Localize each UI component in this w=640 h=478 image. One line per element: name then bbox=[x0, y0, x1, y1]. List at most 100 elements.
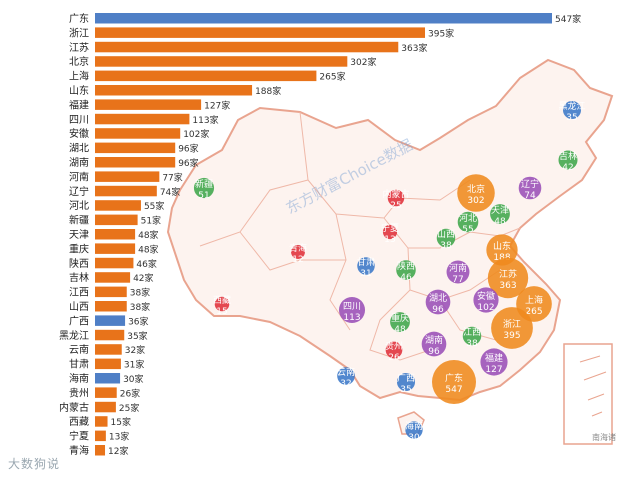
data-label: 15家 bbox=[111, 416, 131, 428]
bubble-value: 46 bbox=[400, 273, 412, 283]
bar-3 bbox=[95, 56, 348, 67]
data-label: 31家 bbox=[124, 359, 144, 371]
bar-27 bbox=[95, 401, 116, 413]
bubble-value: 102 bbox=[477, 303, 494, 313]
bubble-province: 安徽 bbox=[477, 290, 495, 302]
bubble-value: 113 bbox=[343, 313, 360, 323]
bubble-17 bbox=[432, 360, 476, 404]
bubble-province: 广东 bbox=[445, 372, 463, 384]
bar-25 bbox=[95, 373, 121, 384]
bar-26 bbox=[95, 387, 117, 398]
bar-1 bbox=[95, 27, 426, 38]
data-label: 25家 bbox=[119, 402, 139, 414]
bar-30 bbox=[95, 445, 106, 456]
bubble-value: 25 bbox=[390, 201, 401, 211]
bubble-value: 13 bbox=[384, 235, 395, 245]
data-label: 32家 bbox=[125, 344, 145, 356]
bubble-province: 河南 bbox=[449, 262, 467, 274]
category-label: 江西 bbox=[69, 287, 89, 299]
bubble-6 bbox=[436, 228, 456, 248]
bubble-province: 天津 bbox=[491, 205, 509, 216]
category-label: 海南 bbox=[69, 372, 89, 385]
data-label: 96家 bbox=[178, 157, 198, 169]
bubble-26 bbox=[382, 224, 398, 240]
data-label: 30家 bbox=[123, 373, 143, 385]
data-label: 127家 bbox=[204, 99, 230, 111]
data-label: 13家 bbox=[109, 431, 129, 443]
category-label: 天津 bbox=[69, 229, 89, 241]
bar-10 bbox=[95, 157, 176, 168]
category-label: 北京 bbox=[69, 55, 89, 68]
category-label: 贵州 bbox=[69, 386, 89, 399]
bubble-province: 贵州 bbox=[385, 340, 403, 352]
inset-label: 南海诸 bbox=[592, 433, 616, 442]
category-label: 江苏 bbox=[69, 41, 89, 54]
data-label: 547家 bbox=[555, 13, 581, 25]
bubble-29 bbox=[193, 177, 215, 199]
bar-9 bbox=[95, 142, 176, 154]
category-label: 宁夏 bbox=[69, 430, 89, 443]
category-label: 重庆 bbox=[69, 242, 89, 255]
bubble-0 bbox=[562, 100, 582, 120]
bubble-province: 重庆 bbox=[391, 312, 409, 324]
bubble-value: 30 bbox=[408, 433, 420, 443]
bar-21 bbox=[95, 315, 126, 326]
bubble-20 bbox=[337, 367, 355, 385]
category-label: 广西 bbox=[69, 315, 89, 327]
bubble-province: 云南 bbox=[337, 366, 355, 378]
bubble-value: 42 bbox=[562, 163, 573, 173]
bubble-value: 127 bbox=[485, 365, 502, 375]
bubble-27 bbox=[291, 245, 305, 259]
data-label: 26家 bbox=[120, 387, 140, 399]
bubble-province: 内蒙古 bbox=[382, 188, 409, 200]
bubble-province: 陕西 bbox=[397, 260, 415, 272]
bubble-18 bbox=[396, 372, 416, 392]
bubble-value: 74 bbox=[524, 191, 536, 201]
category-label: 广东 bbox=[69, 12, 89, 25]
category-label: 吉林 bbox=[69, 271, 89, 284]
south-sea-inset bbox=[563, 343, 613, 445]
bubble-9 bbox=[487, 257, 529, 299]
bubble-province: 辽宁 bbox=[521, 178, 539, 190]
category-label: 四川 bbox=[69, 115, 89, 126]
bubble-province: 黑龙江 bbox=[558, 100, 585, 112]
bar-17 bbox=[95, 257, 134, 269]
bubble-value: 15 bbox=[216, 307, 227, 317]
bubble-value: 547 bbox=[445, 385, 462, 395]
category-label: 湖北 bbox=[69, 143, 89, 155]
category-label: 湖南 bbox=[69, 156, 89, 169]
bar-7 bbox=[95, 113, 190, 125]
category-label: 河北 bbox=[69, 200, 89, 212]
bubble-province: 青海 bbox=[289, 242, 307, 254]
bubble-value: 96 bbox=[428, 347, 440, 357]
data-label: 42家 bbox=[133, 272, 153, 284]
bubble-2 bbox=[518, 176, 542, 200]
bubble-province: 西藏 bbox=[213, 294, 231, 306]
bubble-province: 吉林 bbox=[559, 150, 577, 162]
bubble-value: 35 bbox=[400, 385, 411, 395]
data-label: 113家 bbox=[192, 114, 218, 126]
data-label: 77家 bbox=[162, 171, 182, 183]
data-label: 96家 bbox=[178, 143, 198, 155]
data-label: 48家 bbox=[138, 243, 158, 255]
bubble-value: 12 bbox=[292, 255, 303, 265]
data-label: 102家 bbox=[183, 128, 209, 140]
data-label: 46家 bbox=[136, 258, 156, 270]
bar-15 bbox=[95, 229, 136, 240]
bubble-value: 48 bbox=[494, 217, 506, 227]
bubble-value: 51 bbox=[198, 191, 209, 201]
bubble-12 bbox=[425, 289, 451, 315]
bubble-21 bbox=[385, 341, 403, 359]
bubble-value: 395 bbox=[503, 331, 520, 341]
category-label: 浙江 bbox=[69, 27, 89, 39]
bubble-value: 302 bbox=[467, 196, 484, 206]
bubble-province: 浙江 bbox=[503, 318, 521, 330]
bubble-24 bbox=[396, 260, 416, 280]
bar-12 bbox=[95, 185, 157, 197]
inset-islands bbox=[579, 355, 607, 417]
data-label: 395家 bbox=[428, 27, 454, 39]
bubble-4 bbox=[490, 204, 510, 224]
bar-8 bbox=[95, 128, 181, 139]
category-label: 安徽 bbox=[69, 127, 89, 140]
